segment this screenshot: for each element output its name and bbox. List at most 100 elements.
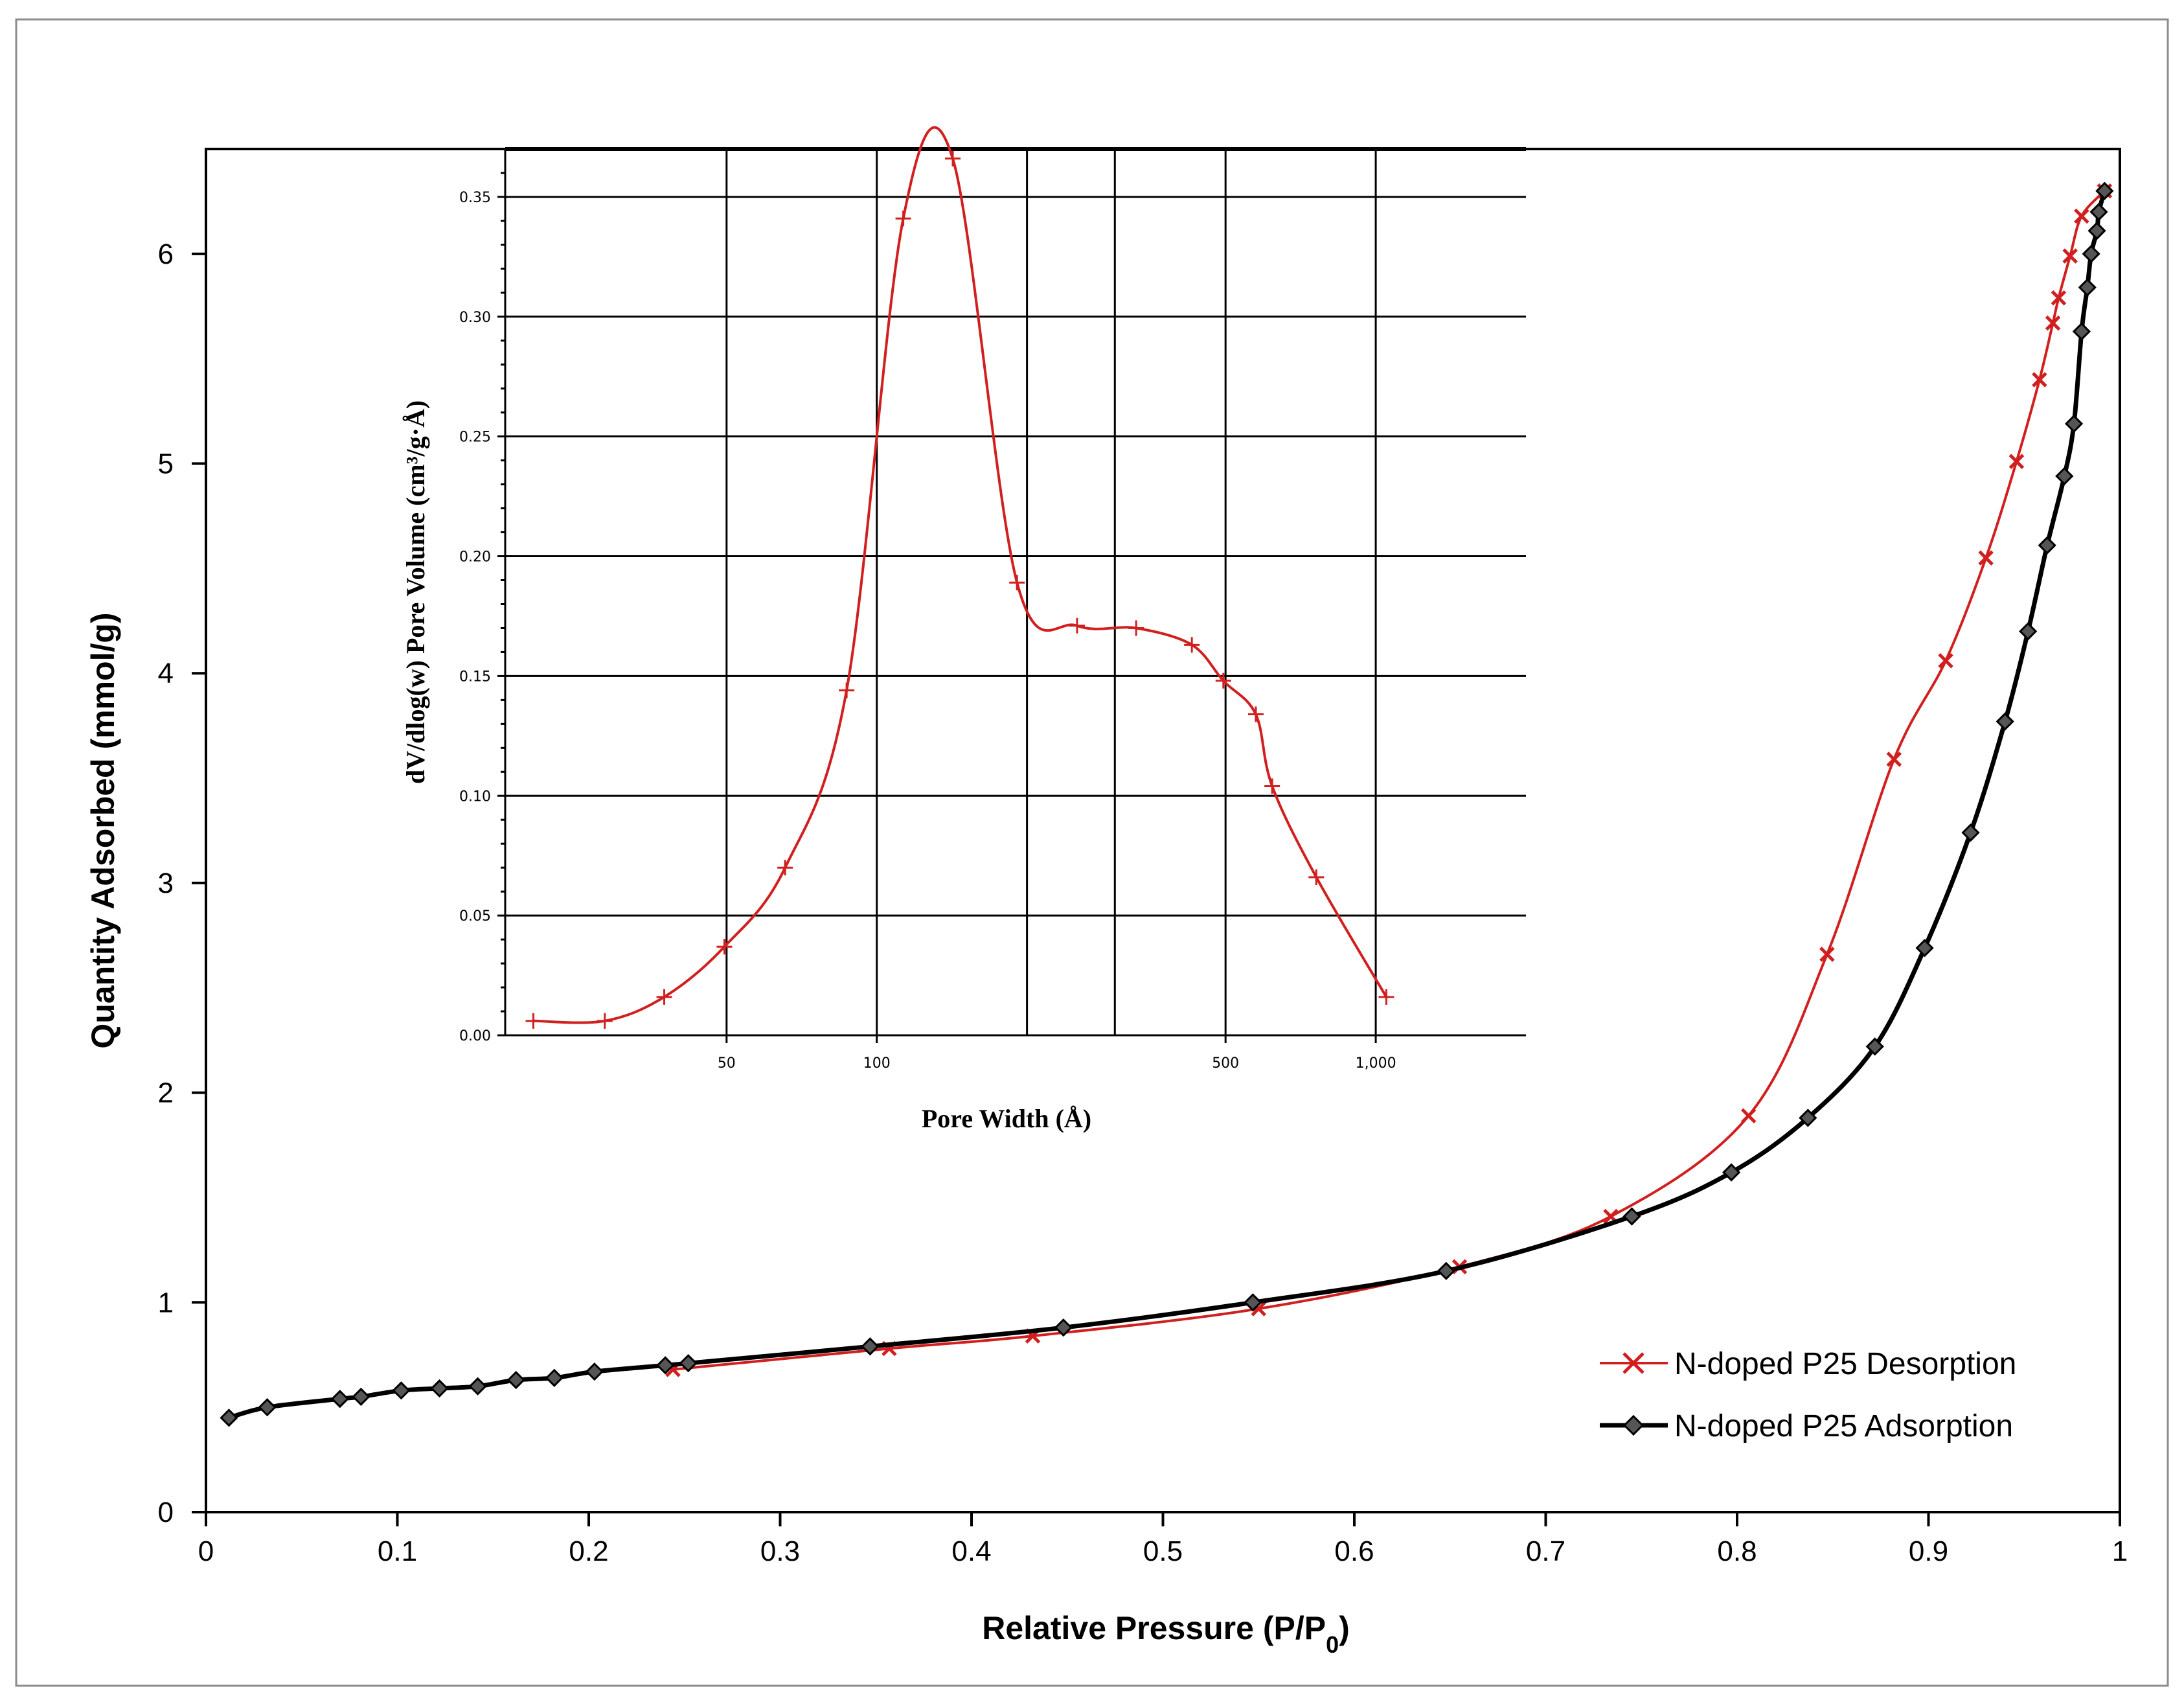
inset-data-point [895,211,911,227]
inset-x-tick-label: 100 [863,1055,891,1072]
inset-data-point [777,860,793,876]
data-point-adsorption [1722,1163,1741,1182]
data-point-adsorption [220,1408,238,1427]
data-point-adsorption [2072,322,2091,341]
data-point-adsorption [2055,466,2074,486]
inset-y-tick-label: 0.10 [459,788,491,805]
x-tick-label: 0.8 [1717,1535,1757,1567]
inset-y-tick-label: 0.35 [459,190,491,206]
inset-data-point [656,989,672,1005]
inset-data-point [1308,869,1325,885]
legend-entry-adsorption: N-doped P25 Adsorption [1600,1409,2013,1443]
data-point-adsorption [1054,1318,1073,1337]
inset-data-point [839,682,855,698]
inset-data-point [525,1013,541,1029]
inset-x-tick-label: 50 [718,1055,736,1072]
x-tick-label: 0 [198,1535,214,1567]
inset-data-point [597,1013,613,1029]
inset-data-point [1128,620,1144,636]
data-point-adsorption [585,1362,604,1381]
data-point-adsorption [2095,181,2114,200]
inset-y-tick-label: 0.05 [459,908,491,925]
data-point-adsorption [1961,823,1980,842]
data-point-adsorption [1996,712,2014,731]
legend-entry-desorption: N-doped P25 Desorption [1600,1347,2016,1381]
data-point-desorption [2008,454,2025,470]
inset-data-point [1009,575,1025,591]
data-point-desorption [2032,372,2047,387]
data-point-adsorption [2019,622,2038,641]
data-point-adsorption [861,1337,880,1356]
x-tick-label: 0.3 [760,1535,800,1567]
x-tick-label: 0.9 [1909,1535,1948,1567]
inset-y-tick-label: 0.20 [459,549,491,566]
data-point-adsorption [1799,1108,1817,1127]
inset-data-point [1264,778,1280,794]
x-tick-label: 1 [2112,1535,2128,1567]
data-point-adsorption [506,1370,525,1390]
main-series-group [220,181,2114,1427]
data-point-desorption [1740,1108,1757,1123]
data-point-adsorption [656,1356,675,1375]
x-tick-label: 0.2 [569,1535,608,1567]
data-point-desorption [1886,752,1902,767]
y-tick-label: 6 [158,238,174,270]
data-point-adsorption [545,1368,563,1387]
data-point-adsorption [1244,1293,1262,1312]
data-point-desorption [1978,550,1994,566]
data-point-adsorption [2089,202,2108,222]
inset-data-point [1378,989,1394,1005]
legend-label-adsorption: N-doped P25 Adsorption [1674,1409,2013,1443]
data-point-desorption [1819,947,1835,962]
x-tick-label: 0.5 [1143,1535,1183,1567]
data-point-adsorption [352,1387,370,1407]
figure-border [15,18,2169,1687]
inset-x-tick-label: 1,000 [1356,1055,1396,1072]
data-point-desorption [2062,248,2078,264]
data-point-desorption [2045,315,2061,331]
main-plot: 0 0.1 0.2 0.3 0.4 0.5 0.6 0.7 0.8 0.9 1 0 1 2 3 4 5 6 Rel… [85,148,2128,1658]
main-x-axis-title: Relative Pressure (P/P0) [982,1610,1350,1658]
x-tick-label: 0.4 [951,1535,991,1567]
data-point-adsorption [2038,536,2056,555]
inset-data-point [1247,706,1264,722]
data-point-adsorption [430,1379,449,1398]
y-tick-label: 2 [158,1077,174,1109]
inset-data-point [1215,672,1231,689]
inset-y-tick-label: 0.15 [459,669,491,685]
y-tick-label: 0 [158,1497,174,1528]
data-point-adsorption [468,1377,487,1396]
data-point-adsorption [679,1354,698,1373]
data-point-adsorption [2078,278,2097,297]
data-point-adsorption [1915,939,1934,958]
inset-data-point [1184,637,1200,653]
y-tick-label: 3 [158,867,174,899]
legend-label-desorption: N-doped P25 Desorption [1674,1347,2016,1381]
inset-plot: 0.00 0.05 0.10 0.15 0.20 0.25 0.30 0.35 50 100 500… [401,126,1526,1133]
data-point-adsorption [1622,1207,1641,1226]
inset-grid: 0.00 0.05 0.10 0.15 0.20 0.25 0.30 0.35 50 100 500… [459,147,1526,1072]
data-point-adsorption [330,1390,349,1408]
inset-background [505,149,1526,1035]
legend-marker-desorption [1622,1352,1644,1374]
inset-x-axis-title: Pore Width (Å) [922,1104,1091,1133]
inset-data-point [1069,617,1085,634]
main-axis-ticks: 0 0.1 0.2 0.3 0.4 0.5 0.6 0.7 0.8 0.9 1 0 1 2 3 4 5 6 [158,238,2128,1567]
x-tick-label: 0.7 [1526,1535,1565,1567]
main-y-axis-title: Quantity Adsorbed (mmol/g) [85,612,121,1048]
data-point-adsorption [1865,1037,1884,1056]
data-point-adsorption [2082,244,2100,263]
data-point-desorption [1938,653,1953,669]
inset-y-tick-label: 0.00 [459,1028,491,1044]
data-point-adsorption [2087,222,2106,240]
inset-y-tick-label: 0.25 [459,430,491,446]
y-tick-label: 4 [158,658,174,689]
data-point-adsorption [1437,1261,1455,1280]
y-tick-label: 1 [158,1287,174,1318]
inset-x-tick-label: 500 [1212,1055,1239,1072]
x-tick-label: 0.6 [1334,1535,1374,1567]
data-point-adsorption [2064,414,2084,433]
data-point-desorption [2051,290,2067,306]
inset-data-point [716,939,733,955]
y-tick-label: 5 [158,448,174,480]
